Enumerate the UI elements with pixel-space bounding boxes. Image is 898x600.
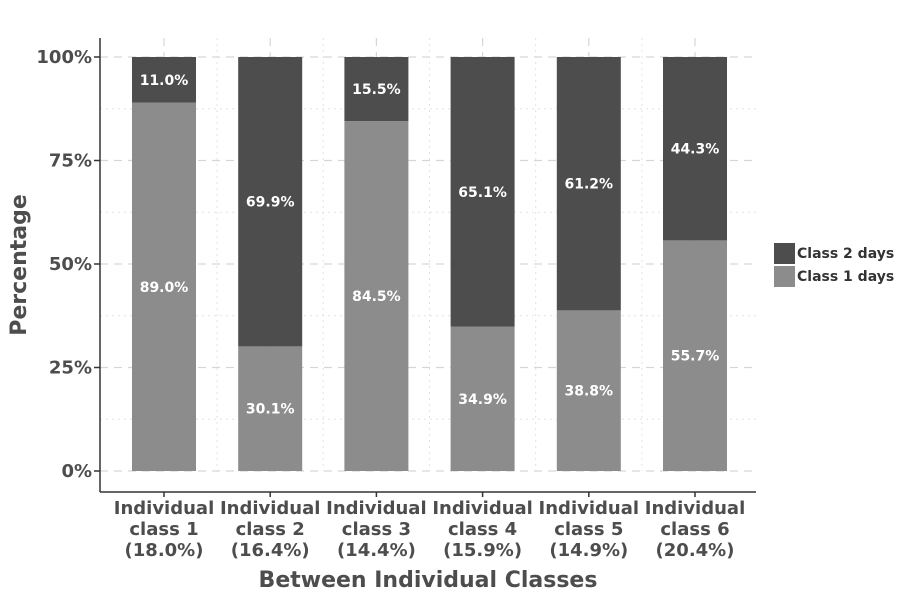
y-axis-title: Percentage [7,194,32,336]
x-tick-label-line: class 5 [554,519,623,540]
x-tick-label-line: (14.9%) [549,540,628,561]
x-tick-label-line: class 6 [660,519,729,540]
y-tick-labels: 0% 25% 50% 75% 100% [36,47,100,482]
x-tick-label-line: Individual [326,498,427,519]
x-tick-label-line: (15.9%) [443,540,522,561]
bar-value-label: 55.7% [671,349,720,365]
bar-value-label: 89.0% [140,280,189,296]
bar-segment-class-2-days [556,57,621,311]
x-tick-label-line: class 4 [448,519,517,540]
legend-swatch [774,266,795,287]
x-axis-title: Between Individual Classes [259,568,598,593]
bar-segment-class-1-days [238,346,303,471]
bar-value-label: 44.3% [671,142,720,158]
legend-label: Class 2 days [797,246,894,262]
bar-value-label: 69.9% [246,195,295,211]
bar-value-label: 61.2% [565,177,614,193]
bar-segment-class-2-days [132,57,196,103]
bar-labels-group: 89.0% 11.0% 30.1% 69.9% 84.5% 15.5% 34.9% 65.1%… [140,73,720,418]
y-tick-label: 75% [49,151,92,172]
y-tick-label: 0% [61,461,92,482]
y-tick-label: 25% [49,358,92,379]
bar-segment-class-1-days [663,240,727,471]
bar-segment-class-2-days [344,57,409,122]
x-tick-label-line: Individual [539,498,640,519]
bar-segment-class-2-days [450,57,515,327]
y-tick-label: 50% [49,254,92,275]
bar-segment-class-2-days [238,57,303,347]
x-tick-label-line: (16.4%) [231,540,310,561]
x-tick-labels: Individual class 1 (18.0%)Individual class … [114,492,746,561]
x-tick-label-line: class 1 [129,519,198,540]
legend: Class 2 days Class 1 days [774,243,894,287]
bar-value-label: 65.1% [458,185,507,201]
x-tick-label: Individual class 1 (18.0%) [114,498,215,561]
bar-value-label: 30.1% [246,402,295,418]
bar-segment-class-1-days [450,326,515,471]
axes-group [99,38,756,493]
grid-lines [100,38,756,472]
bar-value-label: 34.9% [458,392,507,408]
bar-segment-class-1-days [556,310,621,471]
x-tick-label-line: (14.4%) [337,540,416,561]
x-tick-label-line: Individual [432,498,533,519]
bar-segment-class-1-days [132,102,196,471]
x-tick-label-line: (18.0%) [125,540,204,561]
x-tick-label: Individual class 5 (14.9%) [539,498,640,561]
x-tick-label: Individual class 3 (14.4%) [326,498,427,561]
x-tick-label-line: class 3 [342,519,411,540]
bar-value-label: 11.0% [140,73,189,89]
legend-label: Class 1 days [797,269,894,285]
x-tick-label-line: class 2 [236,519,305,540]
x-tick-label-line: Individual [645,498,746,519]
x-tick-label: Individual class 6 (20.4%) [645,498,746,561]
bar-segment-class-2-days [663,57,727,241]
bar-segment-class-1-days [344,121,409,472]
x-tick-label: Individual class 4 (15.9%) [432,498,533,561]
bar-value-label: 15.5% [352,82,401,98]
bars-group [132,57,727,472]
bar-value-label: 84.5% [352,289,401,305]
legend-swatch [774,243,795,264]
bar-value-label: 38.8% [565,384,614,400]
x-tick-label-line: Individual [114,498,215,519]
y-tick-label: 100% [36,47,92,68]
x-tick-label: Individual class 2 (16.4%) [220,498,321,561]
x-tick-label-line: Individual [220,498,321,519]
x-tick-label-line: (20.4%) [656,540,735,561]
